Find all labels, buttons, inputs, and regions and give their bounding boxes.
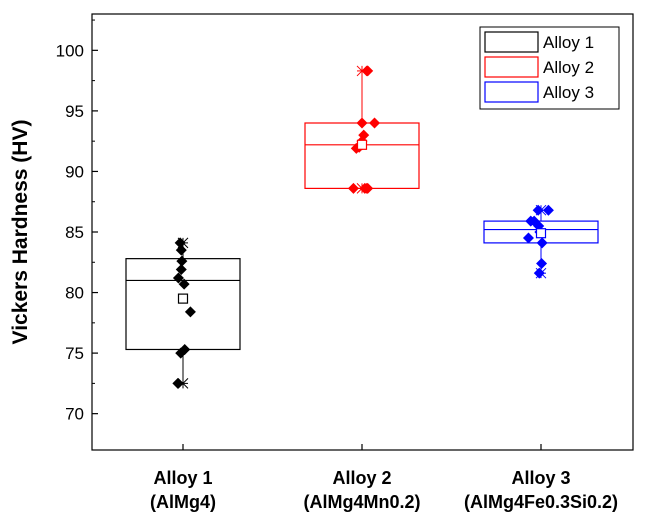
mean-marker bbox=[177, 293, 189, 304]
data-point bbox=[172, 272, 184, 284]
data-point bbox=[175, 347, 187, 359]
y-axis-title: Vickers Hardness (HV) bbox=[9, 120, 32, 345]
legend-frame bbox=[479, 26, 620, 110]
series-1 bbox=[125, 237, 241, 389]
category-sublabel: (AlMg4) bbox=[150, 492, 216, 512]
y-tick-label: 85 bbox=[65, 223, 84, 242]
mean-marker bbox=[356, 139, 368, 150]
series-2 bbox=[304, 65, 420, 194]
data-point bbox=[184, 306, 196, 318]
y-tick-label: 80 bbox=[65, 284, 84, 303]
y-tick-label: 75 bbox=[65, 344, 84, 363]
data-point bbox=[532, 204, 544, 216]
legend-swatch bbox=[484, 31, 539, 53]
data-point bbox=[522, 232, 534, 244]
data-point bbox=[356, 117, 368, 129]
y-tick-label: 90 bbox=[65, 162, 84, 181]
data-point bbox=[176, 255, 188, 267]
data-point bbox=[533, 267, 545, 279]
data-point bbox=[347, 182, 359, 194]
data-point bbox=[536, 237, 548, 249]
category-sublabel: (AlMg4Mn0.2) bbox=[304, 492, 421, 512]
legend-label: Alloy 2 bbox=[543, 58, 594, 77]
data-point bbox=[175, 244, 187, 256]
y-tick-label: 100 bbox=[56, 41, 84, 60]
data-point bbox=[362, 182, 374, 194]
data-point bbox=[175, 264, 187, 276]
legend: Alloy 1 Alloy 2 Alloy 3 bbox=[479, 26, 620, 110]
x-axis-categories: Alloy 1 (AlMg4) Alloy 2 (AlMg4Mn0.2) Alloy 3… bbox=[150, 444, 618, 512]
y-tick-label: 70 bbox=[65, 405, 84, 424]
data-point bbox=[172, 377, 184, 389]
data-point bbox=[369, 117, 381, 129]
legend-label: Alloy 1 bbox=[543, 33, 594, 52]
data-point bbox=[536, 257, 548, 269]
category-label: Alloy 1 bbox=[153, 468, 212, 488]
category-sublabel: (AlMg4Fe0.3Si0.2) bbox=[464, 492, 618, 512]
legend-label: Alloy 3 bbox=[543, 83, 594, 102]
category-label: Alloy 3 bbox=[511, 468, 570, 488]
data-point bbox=[174, 237, 186, 249]
series-3 bbox=[483, 204, 599, 279]
mean-marker bbox=[535, 228, 547, 239]
data-point bbox=[178, 278, 190, 290]
y-axis-ticks: 70 75 80 85 90 95 100 bbox=[56, 19, 98, 424]
y-tick-label: 95 bbox=[65, 102, 84, 121]
data-point bbox=[542, 204, 554, 216]
data-point bbox=[362, 65, 374, 77]
legend-swatch bbox=[484, 81, 539, 103]
legend-swatch bbox=[484, 56, 539, 78]
category-label: Alloy 2 bbox=[332, 468, 391, 488]
extreme-marker-d2 bbox=[356, 65, 368, 77]
